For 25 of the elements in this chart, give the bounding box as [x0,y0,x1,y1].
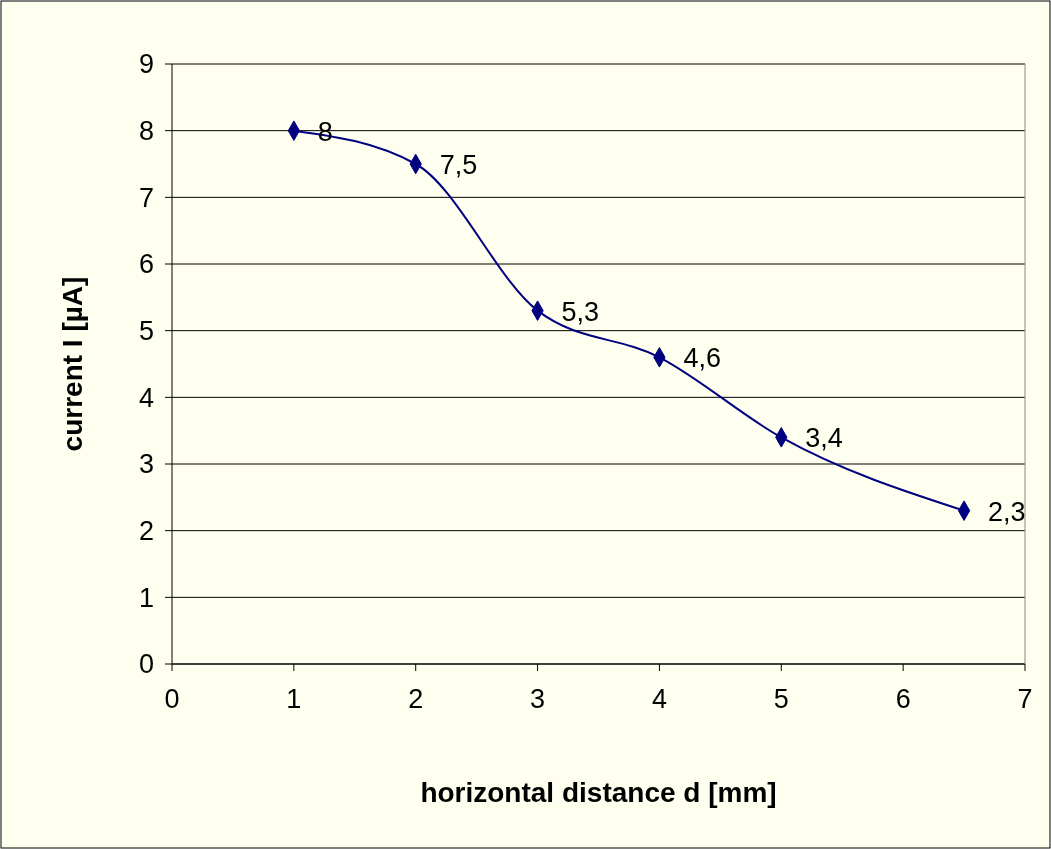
data-label: 5,3 [561,296,600,327]
x-axis-title: horizontal distance d [mm] [420,777,777,808]
x-tick-label: 4 [651,684,667,714]
y-tick-label: 5 [138,316,154,347]
x-tick-label: 5 [773,684,789,714]
data-label: 7,5 [439,150,478,180]
data-label: 2,3 [988,496,1026,527]
y-tick-label: 9 [138,49,154,80]
data-label: 3,4 [805,423,843,454]
y-tick-label: 1 [138,582,154,613]
y-tick-label: 3 [138,449,154,480]
data-label: 4,6 [683,343,721,374]
y-tick-label: 6 [138,249,154,280]
x-tick-label: 3 [530,684,546,714]
y-tick-label: 0 [138,649,154,680]
y-axis-title: current I [µA] [57,276,88,452]
y-tick-label: 7 [138,182,154,213]
x-tick-label: 1 [286,684,302,714]
x-tick-label: 2 [408,684,424,714]
y-tick-label: 2 [138,516,154,547]
x-tick-label: 6 [895,684,911,714]
x-tick-label: 7 [1017,684,1033,714]
x-tick-label: 0 [164,684,180,714]
y-tick-label: 8 [138,116,154,147]
y-tick-label: 4 [138,382,154,413]
